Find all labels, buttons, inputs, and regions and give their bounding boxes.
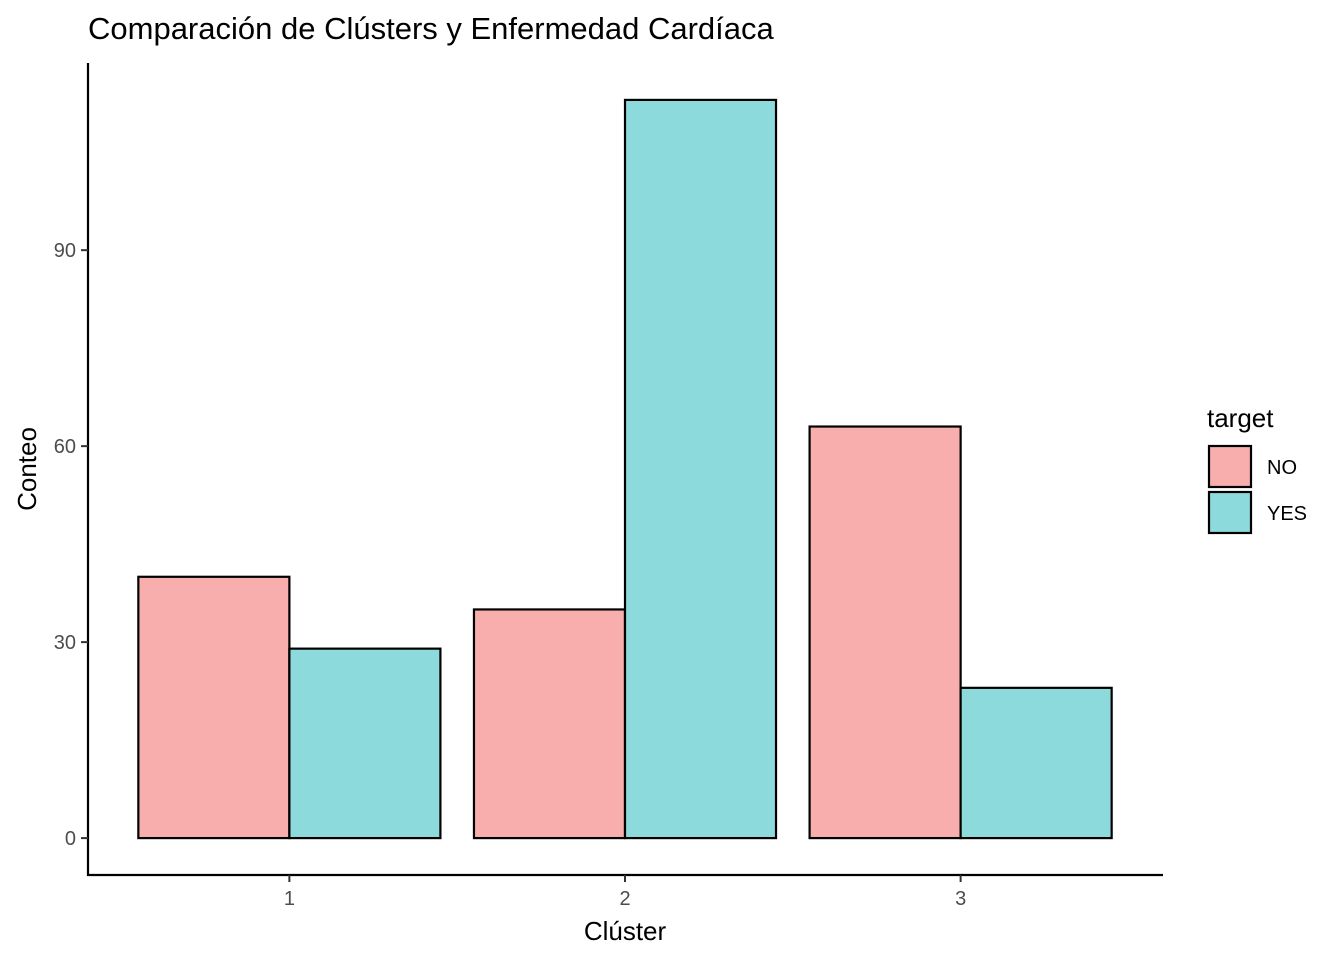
- x-tick-label: 2: [619, 888, 630, 910]
- y-axis-label: Conteo: [12, 427, 42, 511]
- bar-yes-cluster-2: [623, 98, 778, 840]
- bar-no-cluster-3: [808, 425, 962, 840]
- legend-key-yes: [1207, 490, 1253, 535]
- y-tick-label: 60: [54, 436, 76, 458]
- legend-key-no: [1207, 444, 1253, 489]
- chart-title: Comparación de Clústers y Enfermedad Car…: [88, 11, 775, 46]
- x-axis-label: Clúster: [584, 916, 667, 946]
- x-tick-label: 3: [955, 888, 966, 910]
- legend-label: YES: [1267, 503, 1307, 525]
- bar-yes-cluster-1: [288, 647, 442, 840]
- x-tick-label: 1: [284, 888, 295, 910]
- y-tick-label: 30: [54, 632, 76, 654]
- bar-no-cluster-2: [472, 608, 627, 840]
- y-tick-label: 90: [54, 240, 76, 262]
- y-tick-label: 0: [65, 828, 76, 850]
- legend-title: target: [1207, 403, 1274, 433]
- legend: target NO YES: [1207, 403, 1307, 535]
- bar-no-cluster-1: [137, 575, 291, 840]
- legend-label: NO: [1267, 457, 1297, 479]
- bar-yes-cluster-3: [959, 686, 1113, 840]
